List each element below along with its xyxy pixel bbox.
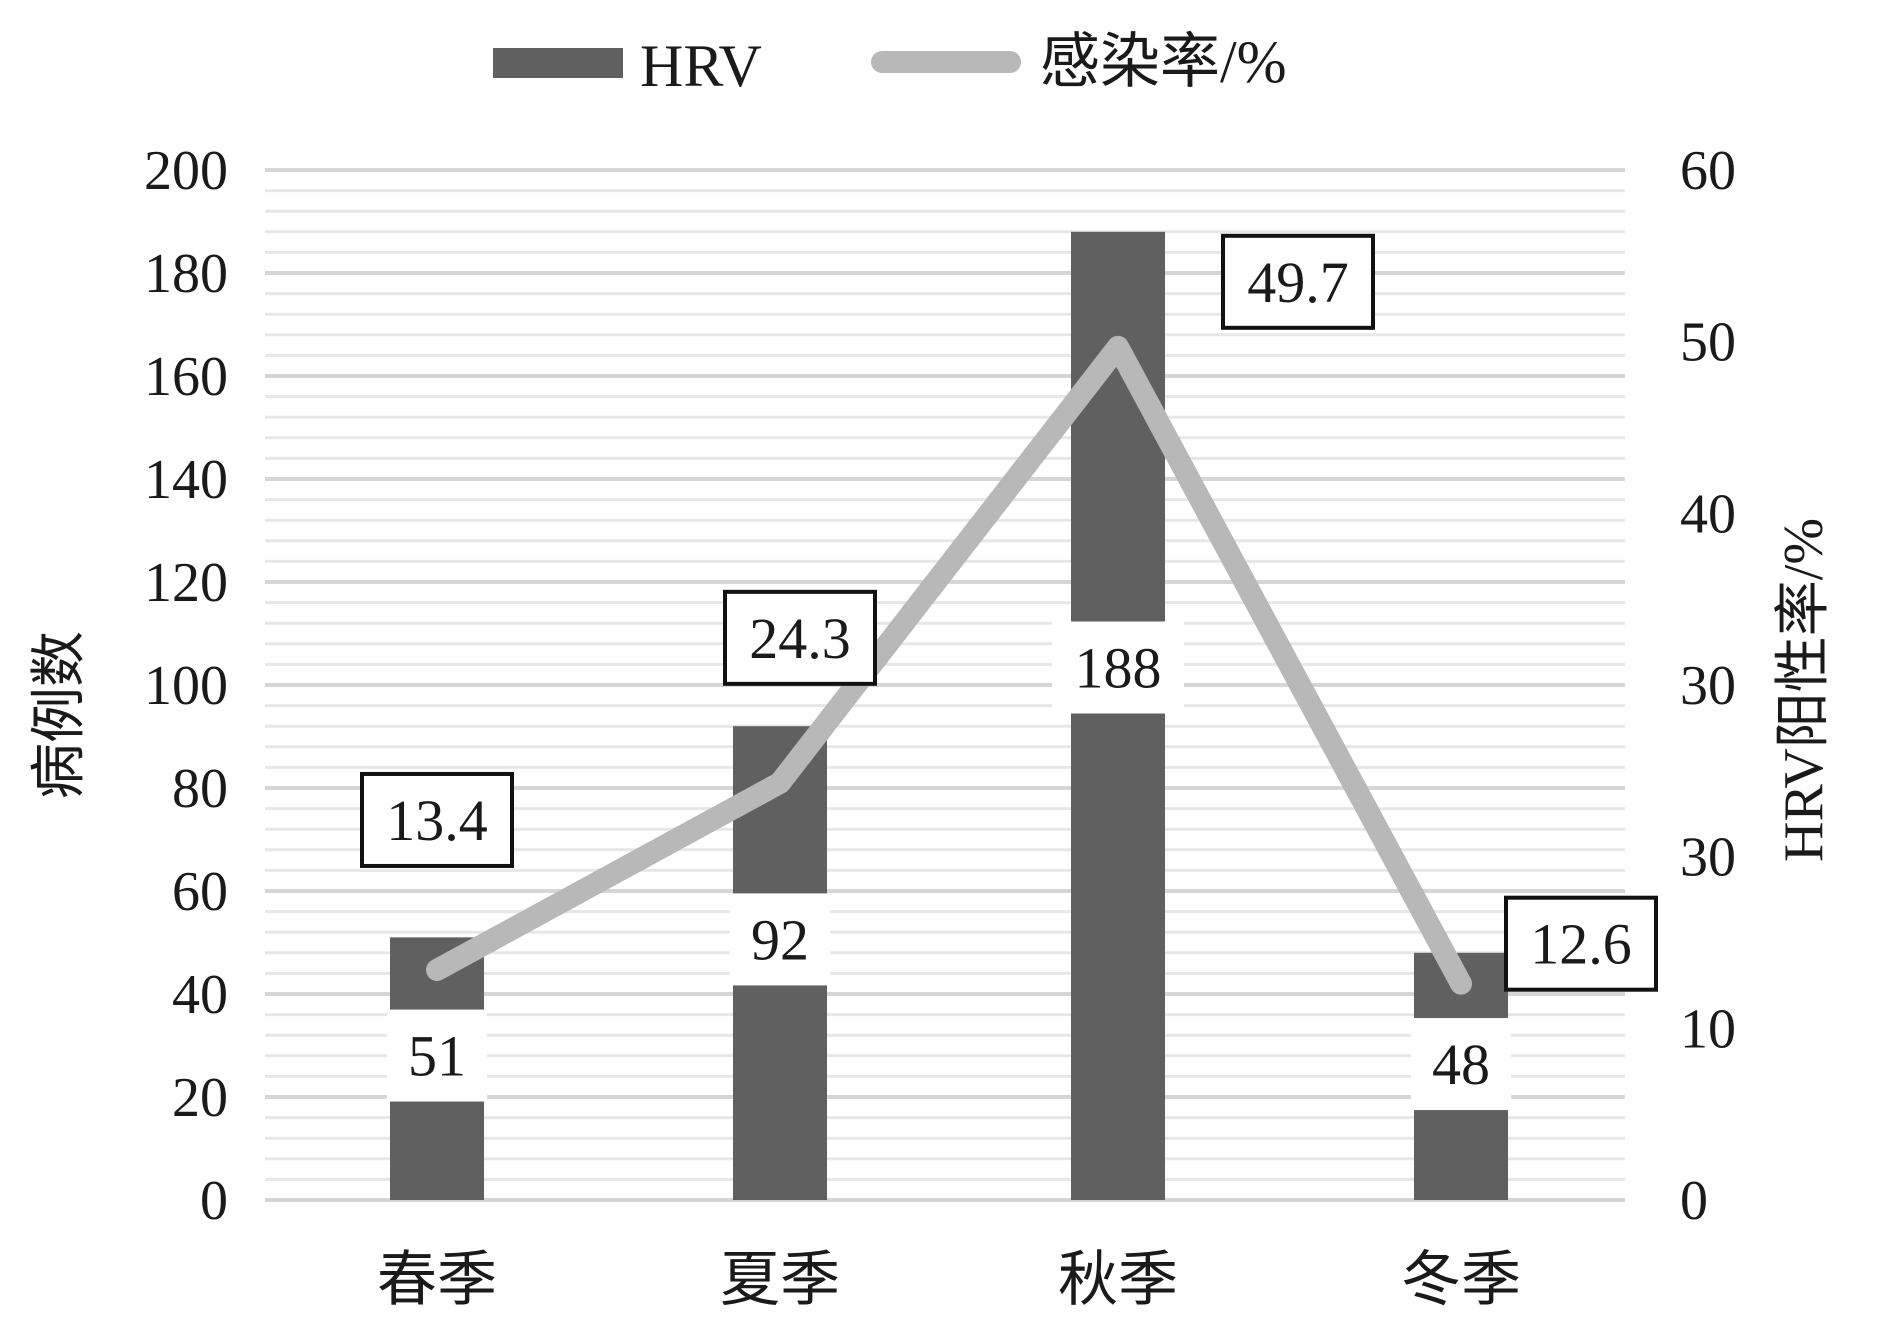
category-label: 冬季 [1401,1247,1521,1313]
category-label: 秋季 [1058,1247,1178,1313]
x-axis-categories: 春季 夏季 秋季 冬季 [377,1247,1521,1313]
bar-data-label: 48 [1411,1018,1511,1111]
bar-data-label: 92 [730,893,830,986]
right-tick-label: 0 [1680,1170,1708,1232]
right-tick-label: 30 [1680,827,1736,889]
bar-data-label: 51 [387,1009,487,1102]
right-axis-ticks: 0 10 30 30 40 50 60 [1680,140,1736,1232]
infection-rate-line [426,335,1472,995]
svg-text:12.6: 12.6 [1530,912,1632,977]
svg-text:92: 92 [751,907,809,972]
svg-text:51: 51 [408,1024,466,1089]
line-data-labels: 13.4 24.3 49.7 12.6 [360,233,1658,992]
legend-label-rate: 感染率/% [1040,29,1287,95]
left-tick-label: 180 [144,243,228,305]
svg-text:49.7: 49.7 [1247,250,1349,315]
left-tick-label: 60 [172,861,228,923]
left-tick-label: 160 [144,346,228,408]
right-tick-label: 30 [1680,655,1736,717]
left-tick-label: 100 [144,655,228,717]
left-tick-label: 20 [172,1067,228,1129]
y-axis-title-left: 病例数 [29,631,91,799]
left-tick-label: 80 [172,758,228,820]
svg-text:188: 188 [1075,635,1162,700]
line-data-label: 49.7 [1221,233,1375,330]
y-axis-title-right: HRV阳性率/% [1773,518,1835,862]
right-tick-label: 10 [1680,998,1736,1060]
left-tick-label: 0 [200,1170,228,1232]
left-tick-label: 40 [172,964,228,1026]
line-series [426,335,1472,995]
right-tick-label: 50 [1680,312,1736,374]
svg-text:13.4: 13.4 [386,788,488,853]
left-tick-label: 120 [144,552,228,614]
legend-label-hrv: HRV [640,33,762,99]
legend: HRV 感染率/% [493,29,1287,99]
line-data-label: 24.3 [723,589,877,686]
left-axis-ticks: 0 20 40 60 80 100 120 140 160 180 200 [144,140,228,1232]
bar-data-label: 188 [1052,621,1184,714]
legend-swatch-hrv [493,48,623,78]
line-data-label: 12.6 [1504,895,1658,992]
svg-text:48: 48 [1432,1032,1490,1097]
category-label: 夏季 [720,1247,840,1313]
gridlines [265,168,1625,1202]
bar-data-labels: 51 92 188 48 [387,621,1511,1111]
category-label: 春季 [377,1247,497,1313]
right-tick-label: 40 [1680,483,1736,545]
line-data-label: 13.4 [360,771,514,868]
svg-text:24.3: 24.3 [749,606,851,671]
left-tick-label: 200 [144,140,228,202]
left-tick-label: 140 [144,449,228,511]
right-tick-label: 60 [1680,140,1736,202]
